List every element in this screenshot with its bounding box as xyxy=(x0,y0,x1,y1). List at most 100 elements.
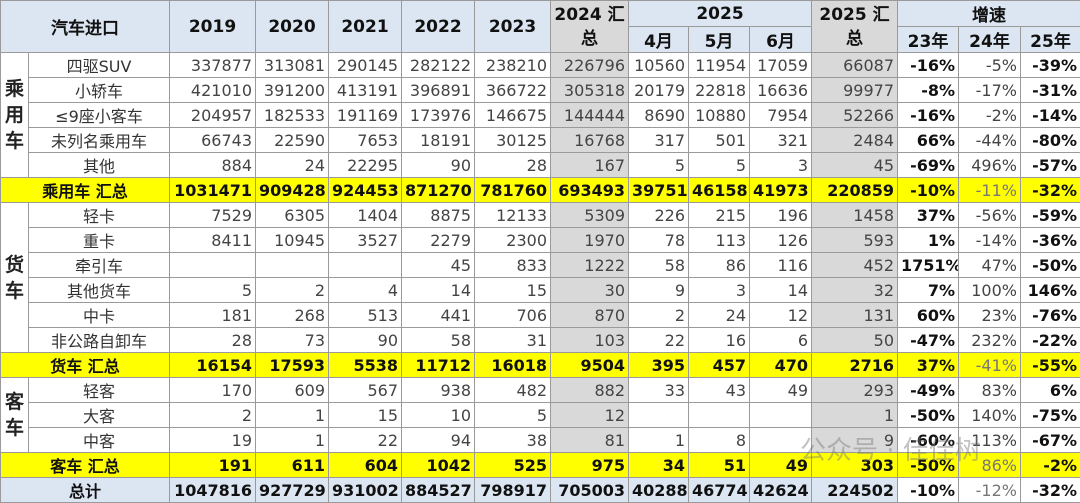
cell: -50% xyxy=(1021,253,1080,278)
cell: 3527 xyxy=(329,228,402,253)
cell: 282122 xyxy=(402,53,475,78)
cell: -49% xyxy=(898,378,959,403)
cell: 58 xyxy=(629,253,689,278)
cell: -41% xyxy=(959,353,1021,378)
cell: 90 xyxy=(329,328,402,353)
cell: 226796 xyxy=(551,53,629,78)
cell: -50% xyxy=(898,453,959,478)
cell: 11712 xyxy=(402,353,475,378)
cell: 10880 xyxy=(689,103,750,128)
cell: 366722 xyxy=(475,78,551,103)
cell: 1458 xyxy=(812,203,898,228)
summary-label: 客车 汇总 xyxy=(1,453,170,478)
cell: 2716 xyxy=(812,353,898,378)
cell: -47% xyxy=(898,328,959,353)
cell: 144444 xyxy=(551,103,629,128)
cell: 313081 xyxy=(256,53,329,78)
cell: 18191 xyxy=(402,128,475,153)
cell: 30 xyxy=(551,278,629,303)
cell: -44% xyxy=(959,128,1021,153)
cell: 22818 xyxy=(689,78,750,103)
cell: 28 xyxy=(475,153,551,178)
cell: -8% xyxy=(898,78,959,103)
col-apr: 4月 xyxy=(629,27,689,53)
cell: 321 xyxy=(750,128,812,153)
cell: 52266 xyxy=(812,103,898,128)
cell: 5 xyxy=(170,278,256,303)
row-label: 轻客 xyxy=(29,378,170,403)
cell: 1970 xyxy=(551,228,629,253)
cell: 140% xyxy=(959,403,1021,428)
cell: 46774 xyxy=(689,478,750,503)
cell: 1% xyxy=(898,228,959,253)
cell xyxy=(750,403,812,428)
cell: 146675 xyxy=(475,103,551,128)
cell: 3 xyxy=(689,278,750,303)
col-growth: 增速 xyxy=(898,1,1080,27)
cell: -32% xyxy=(1021,178,1080,203)
cell: 413191 xyxy=(329,78,402,103)
cell: 15 xyxy=(329,403,402,428)
summary-label: 货车 汇总 xyxy=(1,353,170,378)
cell: 882 xyxy=(551,378,629,403)
cell: 6 xyxy=(750,328,812,353)
col-2023: 2023 xyxy=(475,1,551,53)
cell: 19 xyxy=(170,428,256,453)
col-may: 5月 xyxy=(689,27,750,53)
cell: 501 xyxy=(689,128,750,153)
col-2025-sum: 2025 汇总 xyxy=(812,1,898,53)
cell: 34 xyxy=(629,453,689,478)
cell: 146% xyxy=(1021,278,1080,303)
cell: 705003 xyxy=(551,478,629,503)
cell: 215 xyxy=(689,203,750,228)
col-growth-23: 23年 xyxy=(898,27,959,53)
cell: 303 xyxy=(812,453,898,478)
cell: 226 xyxy=(629,203,689,228)
cell: 1042 xyxy=(402,453,475,478)
cell: 22590 xyxy=(256,128,329,153)
cell: 113 xyxy=(689,228,750,253)
cell: 10560 xyxy=(629,53,689,78)
total-label: 总计 xyxy=(1,478,170,503)
cell: 81 xyxy=(551,428,629,453)
cell xyxy=(689,403,750,428)
cell: 15 xyxy=(475,278,551,303)
cell: 496% xyxy=(959,153,1021,178)
cell: 66087 xyxy=(812,53,898,78)
cell: 191169 xyxy=(329,103,402,128)
cell: 1 xyxy=(812,403,898,428)
group-label: 客车 xyxy=(1,378,29,453)
cell xyxy=(256,253,329,278)
cell: 20179 xyxy=(629,78,689,103)
cell: 45 xyxy=(812,153,898,178)
cell: 10945 xyxy=(256,228,329,253)
cell: 781760 xyxy=(475,178,551,203)
cell: 5 xyxy=(689,153,750,178)
cell: 30125 xyxy=(475,128,551,153)
cell: -50% xyxy=(898,403,959,428)
cell: 706 xyxy=(475,303,551,328)
cell: 513 xyxy=(329,303,402,328)
col-2025: 2025 xyxy=(629,1,812,27)
cell: 94 xyxy=(402,428,475,453)
cell: 37% xyxy=(898,203,959,228)
cell: -69% xyxy=(898,153,959,178)
cell: -10% xyxy=(898,478,959,503)
cell: -2% xyxy=(1021,453,1080,478)
cell: 452 xyxy=(812,253,898,278)
cell: -56% xyxy=(959,203,1021,228)
cell: -10% xyxy=(898,178,959,203)
cell: 9504 xyxy=(551,353,629,378)
cell: 1031471 xyxy=(170,178,256,203)
cell: 17059 xyxy=(750,53,812,78)
cell: 2 xyxy=(170,403,256,428)
cell: -59% xyxy=(1021,203,1080,228)
row-label: 小轿车 xyxy=(29,78,170,103)
cell: 8690 xyxy=(629,103,689,128)
